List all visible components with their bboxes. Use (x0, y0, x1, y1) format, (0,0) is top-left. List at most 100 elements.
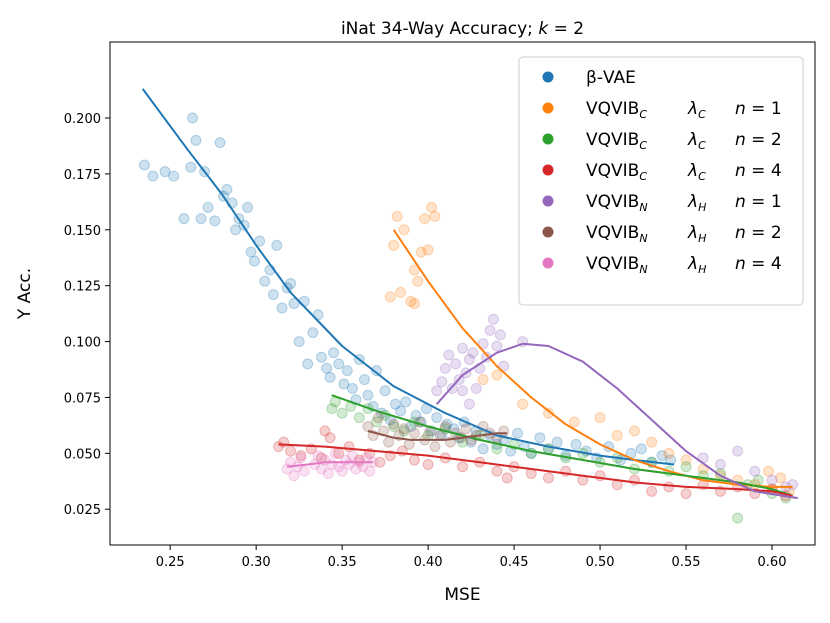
scatter-point-series-1 (611, 429, 623, 441)
scatter-point-series-1 (646, 436, 658, 448)
scatter-point-series-4 (491, 340, 503, 352)
y-tick-label: 0.200 (64, 112, 101, 127)
scatter-point-series-0 (147, 170, 159, 182)
scatter-point-series-4 (494, 329, 506, 341)
scatter-point-series-4 (450, 358, 462, 370)
scatter-point-series-1 (415, 246, 427, 258)
scatter-point-series-6 (288, 470, 300, 482)
scatter-point-series-1 (408, 264, 420, 276)
y-axis-label: Y Acc. (15, 268, 35, 320)
legend-label: VQVIBC λC n = 1 (586, 99, 782, 121)
scatter-point-series-1 (663, 447, 675, 459)
scatter-point-series-5 (383, 436, 395, 448)
scatter-point-series-0 (221, 184, 233, 196)
scatter-point-series-4 (431, 385, 443, 397)
scatter-point-series-2 (398, 425, 410, 437)
scatter-point-series-3 (501, 472, 513, 484)
scatter-point-series-4 (487, 313, 499, 325)
scatter-point-series-0 (293, 336, 305, 348)
scatter-point-series-0 (245, 246, 257, 258)
scatter-point-series-1 (477, 374, 489, 386)
scatter-point-series-0 (400, 396, 412, 408)
scatter-point-series-3 (542, 472, 554, 484)
scatter-point-series-0 (168, 170, 180, 182)
scatter-point-series-0 (362, 389, 374, 401)
y-axis-ticks: 0.025 0.050 0.075 0.100 0.125 0.150 0.175 0.200 (64, 112, 110, 518)
scatter-point-series-1 (412, 275, 424, 287)
fit-line-series-5 (367, 430, 508, 441)
scatter-point-series-0 (209, 215, 221, 227)
scatter-point-series-5 (408, 427, 420, 439)
legend-marker (542, 71, 554, 83)
scatter-point-series-0 (276, 302, 288, 314)
scatter-point-series-6 (329, 447, 341, 459)
scatter-point-series-0 (230, 224, 242, 236)
scatter-point-series-1 (429, 210, 441, 222)
legend-marker (542, 133, 554, 145)
legend-marker (542, 195, 554, 207)
scatter-point-series-6 (322, 467, 334, 479)
x-tick-label: 0.40 (414, 555, 443, 570)
scatter-point-series-0 (379, 385, 391, 397)
scatter-point-series-0 (185, 161, 197, 173)
x-tick-label: 0.50 (586, 555, 615, 570)
scatter-point-series-0 (534, 432, 546, 444)
scatter-point-series-0 (477, 443, 489, 455)
scatter-point-series-0 (187, 112, 199, 124)
scatter-point-series-5 (498, 425, 510, 437)
legend-label: VQVIBN λH n = 2 (586, 223, 782, 245)
x-tick-label: 0.30 (242, 555, 271, 570)
x-tick-label: 0.60 (758, 555, 787, 570)
scatter-point-series-1 (491, 369, 503, 381)
scatter-point-series-0 (371, 365, 383, 377)
scatter-point-series-6 (316, 463, 327, 475)
chart-title-var: k (538, 19, 549, 39)
x-axis-label: MSE (444, 585, 480, 605)
scatter-point-series-6 (364, 465, 376, 477)
scatter-point-series-5 (460, 423, 472, 435)
scatter-point-series-0 (248, 255, 260, 267)
scatter-point-series-0 (328, 347, 340, 359)
scatter-point-series-1 (542, 407, 554, 419)
scatter-point-series-4 (467, 347, 479, 359)
scatter-point-series-3 (295, 450, 307, 462)
scatter-point-series-0 (656, 450, 668, 462)
scatter-point-series-0 (389, 398, 401, 410)
scatter-point-series-1 (405, 295, 417, 307)
scatter-point-series-0 (138, 159, 150, 171)
scatter-point-series-2 (326, 403, 338, 415)
scatter-point-series-1 (628, 425, 640, 437)
scatter-point-series-4 (463, 353, 475, 365)
scatter-point-series-0 (512, 427, 524, 439)
scatter-point-series-1 (408, 298, 420, 310)
x-tick-label: 0.45 (500, 555, 529, 570)
scatter-point-series-0 (358, 374, 370, 386)
scatter-point-series-2 (388, 421, 400, 433)
x-tick-label: 0.35 (328, 555, 357, 570)
scatter-point-series-0 (570, 438, 582, 450)
scatter-point-series-4 (484, 324, 496, 336)
scatter-point-series-4 (443, 349, 455, 361)
scatter-point-series-1 (419, 213, 431, 225)
y-tick-label: 0.125 (64, 280, 101, 295)
scatter-point-series-0 (338, 378, 350, 390)
chart-title-main: iNat 34-Way Accuracy; (341, 19, 538, 39)
scatter-point-series-4 (457, 342, 468, 354)
scatter-point-series-0 (431, 412, 443, 424)
scatter-point-series-1 (568, 416, 580, 428)
scatter-point-series-3 (319, 425, 331, 437)
scatter-point-series-1 (775, 472, 787, 484)
scatter-point-series-1 (594, 412, 606, 424)
legend-label: VQVIBN λH n = 4 (586, 254, 782, 276)
y-tick-label: 0.075 (64, 391, 101, 406)
scatter-point-series-0 (298, 295, 310, 307)
scatter-point-series-2 (371, 416, 383, 428)
scatter-point-series-5 (362, 421, 374, 433)
fit-line-series-4 (435, 342, 798, 500)
scatter-point-series-4 (477, 338, 489, 350)
scatter-point-series-0 (441, 418, 453, 430)
scatter-point-series-0 (346, 383, 358, 395)
scatter-point-series-2 (680, 461, 692, 473)
legend-box (518, 56, 804, 306)
